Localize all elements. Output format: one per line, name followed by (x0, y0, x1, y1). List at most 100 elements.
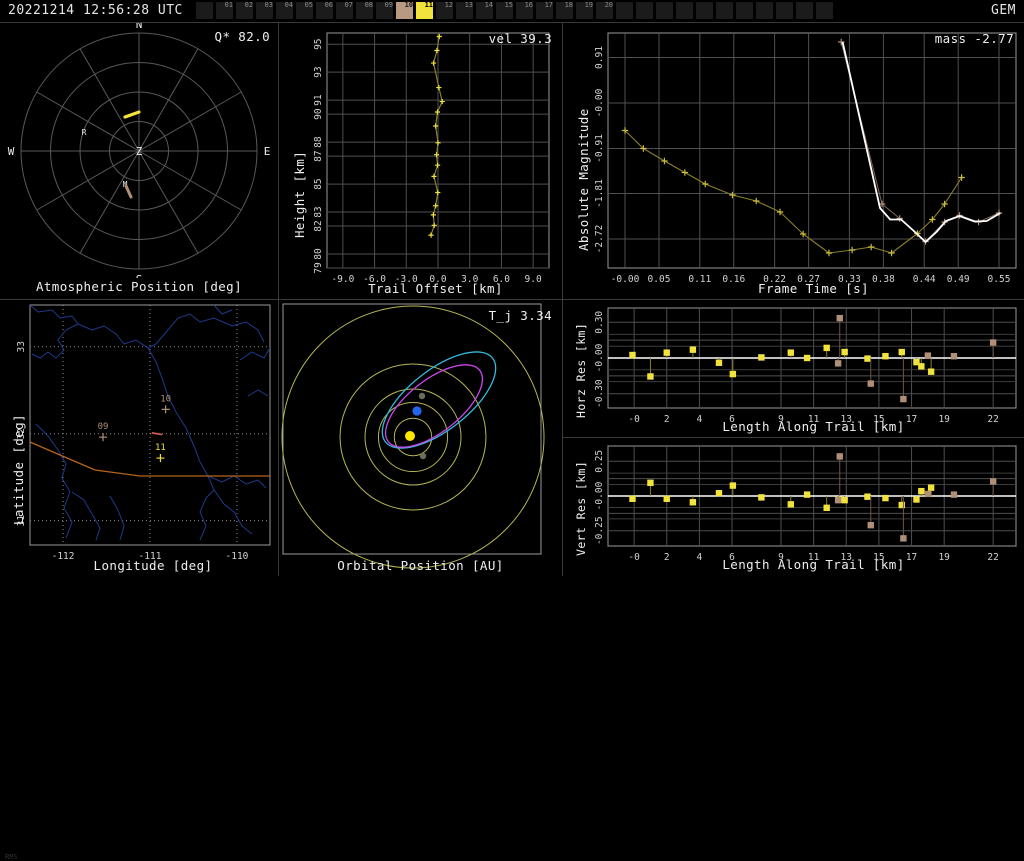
frame-thumbnail-12[interactable]: 12 (436, 1, 453, 19)
frame-thumbnail-number: 17 (544, 1, 553, 9)
map-station-marker-09[interactable]: 09 (98, 422, 109, 442)
y-tick-label: 79 (313, 262, 324, 274)
frame-thumbnail-x30[interactable] (796, 2, 813, 19)
coastline (207, 475, 267, 489)
divider-col-1 (278, 22, 279, 576)
frame-thumbnail-20[interactable]: 20 (596, 1, 613, 19)
x-tick-label: -9.0 (331, 274, 354, 285)
data-point-marker (867, 243, 875, 251)
residual-marker (913, 358, 920, 366)
frame-thumbnail-x24[interactable] (676, 2, 693, 19)
cardinal-north: N (136, 23, 143, 31)
ground-map-plot[interactable]: 09 10 11 -112 -111 -110 31 32 33 (0, 300, 278, 576)
panel-trail-offset[interactable]: -9.0 -6.0 -3.0 0.0 3.0 6.0 9.0 79 80 82 83 85 87 88 90… (279, 23, 562, 299)
coastline (35, 423, 73, 539)
y-tick-label: -1.81 (594, 179, 605, 208)
map-station-marker-11[interactable]: 11 (155, 443, 166, 463)
frame-thumbnail-04[interactable]: 04 (276, 1, 293, 19)
frame-thumbnail-x0[interactable] (196, 2, 213, 19)
frame-thumbnail-number: 03 (264, 1, 273, 9)
y-tick-label: 82 (313, 220, 324, 231)
data-point-marker (888, 249, 895, 257)
x-tick-label: 17 (906, 414, 917, 425)
lc-y-axis-label: Absolute Magnitude (576, 108, 591, 251)
y-tick-label: -0.25 (594, 516, 605, 545)
coastline (213, 305, 233, 315)
orbital-position-plot[interactable] (279, 300, 562, 576)
data-point-marker (433, 123, 439, 129)
frame-thumbnail-09[interactable]: 09 (376, 1, 393, 19)
residual-marker (758, 494, 765, 501)
frame-thumbnail-15[interactable]: 15 (496, 1, 513, 19)
frame-thumbnail-x26[interactable] (716, 2, 733, 19)
data-point-marker (431, 222, 437, 228)
frame-thumbnail-02[interactable]: 02 (236, 1, 253, 19)
frame-thumbnail-10[interactable]: 10 (396, 1, 413, 19)
light-curve-plot[interactable]: -0.00 0.05 0.11 0.16 0.22 0.27 0.33 0.38 0.44 0.4… (563, 23, 1024, 299)
station-label-R: R (82, 128, 87, 137)
frame-thumbnail-16[interactable]: 16 (516, 1, 533, 19)
frame-thumbnail-x28[interactable] (756, 2, 773, 19)
frame-thumbnail-14[interactable]: 14 (476, 1, 493, 19)
residual-marker (689, 499, 697, 506)
y-tick-label: 0.30 (594, 311, 605, 334)
panel-vert-residuals[interactable]: -0 2 4 6 9 11 13 15 17 19 22 0.25 -0.00 -0.25 Vert Re… (563, 438, 1024, 576)
map-station-marker-10[interactable]: 10 (160, 394, 171, 414)
x-tick-label: -6.0 (363, 274, 386, 285)
x-tick-label: 19 (938, 552, 950, 563)
frame-thumbnail-08[interactable]: 08 (356, 1, 373, 19)
frame-thumbnail-01[interactable]: 01 (216, 1, 233, 19)
trail-x-axis-label: Trail Offset [km] (368, 281, 503, 296)
vert-residual-plot[interactable]: -0 2 4 6 9 11 13 15 17 19 22 0.25 -0.00 -0.25 (563, 438, 1024, 576)
frame-thumbnail-07[interactable]: 07 (336, 1, 353, 19)
frame-thumbnail-x21[interactable] (616, 2, 633, 19)
frame-thumbnail-x22[interactable] (636, 2, 653, 19)
data-point-marker (799, 230, 807, 238)
divider-top (0, 22, 1024, 23)
frame-thumbnail-x29[interactable] (776, 2, 793, 19)
panel-atmospheric-position[interactable]: N E S W Z R M Q* 82.0 Atmospheric Position [de… (0, 23, 278, 299)
frame-thumbnail-17[interactable]: 17 (536, 1, 553, 19)
frame-thumbnail-x31[interactable] (816, 2, 833, 19)
watermark: RMS (5, 853, 18, 861)
panel-ground-map[interactable]: 09 10 11 -112 -111 -110 31 32 33 Latitude [deg] … (0, 300, 278, 861)
y-tick-label: -0.00 (594, 343, 605, 372)
frame-thumbnail-x25[interactable] (696, 2, 713, 19)
data-point-marker (433, 152, 440, 158)
data-point-marker (435, 140, 441, 146)
frame-thumbnail-number: 05 (304, 1, 313, 9)
y-tick-label: 95 (313, 38, 324, 49)
trail-markers (428, 33, 445, 238)
x-tick-label: 0.55 (988, 274, 1011, 285)
x-tick-label: -110 (226, 551, 249, 562)
data-point-marker (430, 60, 437, 66)
frame-thumbnail-06[interactable]: 06 (316, 1, 333, 19)
residual-marker (864, 493, 871, 500)
horz-residual-plot[interactable]: -0 2 4 6 9 11 13 15 17 19 22 0.30 -0.00 -0.30 (563, 300, 1024, 437)
x-tick-label: 0.49 (947, 274, 970, 285)
panel-orbital-position[interactable]: T_j 3.34 Orbital Position [AU] (279, 300, 562, 576)
frame-thumbnail-x27[interactable] (736, 2, 753, 19)
azimuth-spoke (36, 91, 140, 152)
frame-thumbnail-13[interactable]: 13 (456, 1, 473, 19)
frame-thumbnail-11[interactable]: 11 (416, 1, 433, 19)
trail-offset-plot[interactable]: -9.0 -6.0 -3.0 0.0 3.0 6.0 9.0 79 80 82 83 85 87 88 90… (279, 23, 562, 299)
data-point-marker (439, 98, 445, 105)
frame-thumbnail-strip[interactable]: 01 02 03 04 05 06 07 08 09 10 11 12 13 14 15 16 17 18 19 20 (196, 1, 833, 20)
x-tick-label: 0.38 (872, 274, 895, 285)
sky-polar-plot[interactable]: N E S W Z R M (0, 23, 278, 278)
frame-thumbnail-18[interactable]: 18 (556, 1, 573, 19)
plot-frame (607, 32, 1017, 269)
frame-thumbnail-05[interactable]: 05 (296, 1, 313, 19)
panel-horz-residuals[interactable]: -0 2 4 6 9 11 13 15 17 19 22 0.30 -0.00 -0.30 Horz Re… (563, 300, 1024, 437)
panel-light-curve[interactable]: -0.00 0.05 0.11 0.16 0.22 0.27 0.33 0.38 0.44 0.4… (563, 23, 1024, 299)
data-point-marker (729, 191, 736, 199)
residual-marker (823, 344, 830, 352)
frame-thumbnail-x23[interactable] (656, 2, 673, 19)
coastline (239, 347, 270, 361)
planet-marker-inner (419, 452, 427, 460)
frame-thumbnail-19[interactable]: 19 (576, 1, 593, 19)
frame-thumbnail-03[interactable]: 03 (256, 1, 273, 19)
residual-marker (867, 521, 874, 529)
